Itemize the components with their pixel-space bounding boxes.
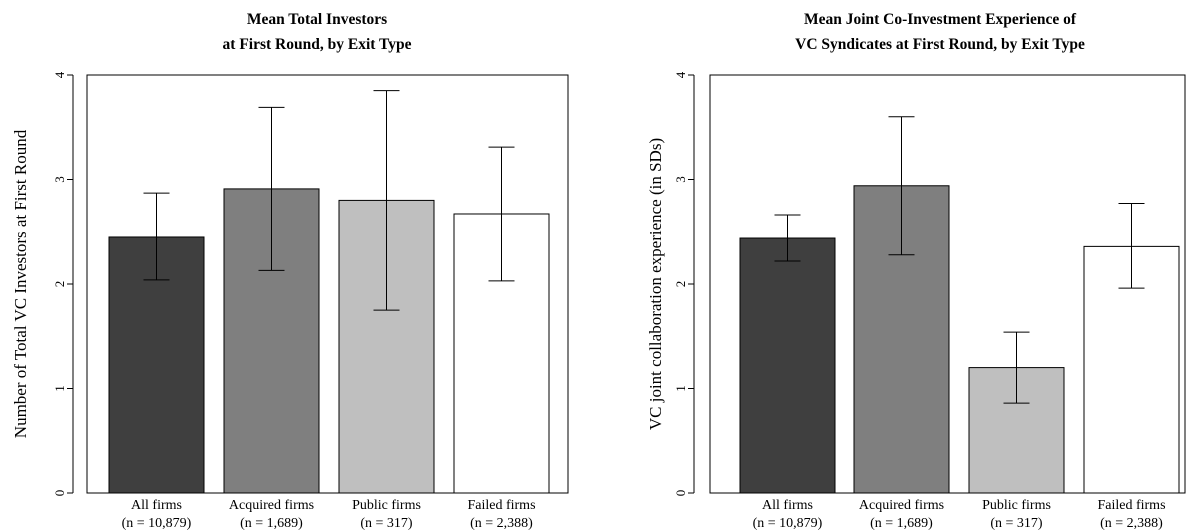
chart-title-line-1: Mean Joint Co-Investment Experience of: [804, 11, 1077, 28]
category-label: Acquired firms: [229, 498, 314, 513]
y-tick-label: 1: [52, 385, 67, 392]
chart-1: Mean Total Investors at First Round, by E…: [11, 11, 569, 531]
category-n-label: (n = 317): [990, 516, 1043, 531]
plot-frame: [86, 74, 569, 494]
category-label: Public firms: [982, 498, 1051, 513]
y-tick-label: 3: [52, 176, 67, 183]
chart-title-line-2: at First Round, by Exit Type: [223, 36, 412, 53]
category-label: All firms: [762, 498, 813, 513]
category-label: Public firms: [352, 498, 421, 513]
y-axis-label: VC joint collaboration experience (in SD…: [646, 138, 665, 430]
category-n-label: (n = 1,689): [240, 516, 303, 531]
category-n-label: (n = 10,879): [753, 516, 823, 531]
y-tick-label: 4: [673, 71, 688, 78]
category-label: Failed firms: [1097, 498, 1165, 513]
y-tick-label: 0: [673, 490, 688, 497]
y-tick-label: 2: [52, 281, 67, 288]
category-n-label: (n = 317): [360, 516, 413, 531]
category-n-label: (n = 1,689): [870, 516, 933, 531]
y-tick-label: 0: [52, 490, 67, 497]
chart-title-line-2: VC Syndicates at First Round, by Exit Ty…: [795, 36, 1085, 53]
y-tick-label: 3: [673, 176, 688, 183]
chart-2: Mean Joint Co-Investment Experience of VC…: [646, 11, 1186, 531]
category-label: Failed firms: [467, 498, 535, 513]
category-n-label: (n = 2,388): [470, 516, 533, 531]
y-tick-label: 4: [52, 71, 67, 78]
y-tick-label: 1: [673, 385, 688, 392]
category-n-label: (n = 2,388): [1100, 516, 1163, 531]
y-axis-label: Number of Total VC Investors at First Ro…: [11, 129, 30, 438]
y-tick-label: 2: [673, 281, 688, 288]
bar-all-firms: [739, 237, 836, 494]
category-label: All firms: [131, 498, 182, 513]
category-n-label: (n = 10,879): [122, 516, 192, 531]
category-label: Acquired firms: [859, 498, 944, 513]
chart-title-line-1: Mean Total Investors: [247, 11, 387, 28]
